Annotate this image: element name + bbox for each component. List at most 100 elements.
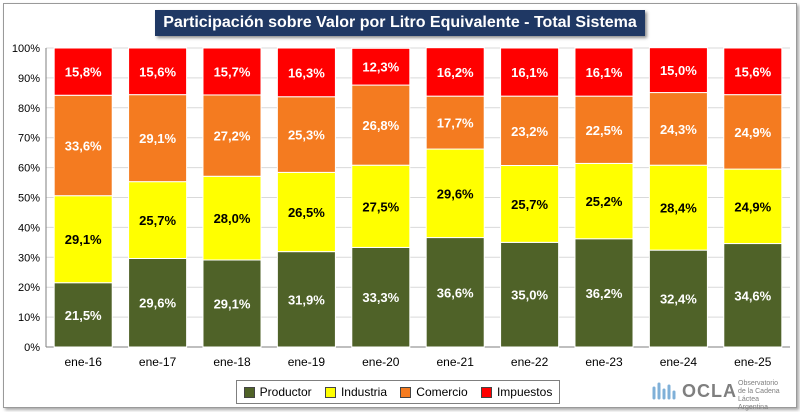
data-label: 25,7% [139,213,176,228]
y-tick-label: 60% [18,163,40,175]
y-tick-label: 80% [18,103,40,115]
bar-segment [723,243,783,348]
data-label: 35,0% [511,288,548,303]
y-tick-label: 0% [24,342,40,354]
legend-item-comercio: Comercio [400,385,468,399]
bar-segment [500,165,560,243]
bar-segment [723,168,783,245]
data-label: 24,3% [660,122,697,137]
data-label: 24,9% [734,125,771,140]
data-label: 27,2% [214,129,251,144]
bar-segment [500,47,560,97]
bar-segment [425,237,485,348]
bar-segment [53,282,113,348]
x-tick-label: ene-20 [362,355,400,369]
data-label: 25,3% [288,128,325,143]
bar-segment [574,47,634,97]
x-tick-label: ene-21 [437,355,475,369]
data-label: 24,9% [734,199,771,214]
x-tick-label: ene-16 [65,355,103,369]
logo-subtitle-line: de la Cadena Láctea [738,388,780,403]
data-label: 29,1% [214,296,251,311]
bar-segment [202,47,262,96]
data-label: 33,6% [65,138,102,153]
ocla-logo: OCLA Observatorio de la Cadena Láctea Ar… [652,377,792,411]
data-label: 16,1% [586,65,623,80]
data-label: 12,3% [362,60,399,75]
data-label: 26,5% [288,205,325,220]
bar-segment [53,47,113,96]
bar-segment [574,95,634,164]
x-tick-label: ene-24 [660,355,698,369]
bar-segment [128,47,188,96]
bar-segment [276,47,336,98]
bar-segment [351,246,411,348]
bar-segment [53,94,113,197]
x-tick-label: ene-17 [139,355,177,369]
logo-subtitle-line: Observatorio [738,380,779,387]
bar-segment [53,195,113,284]
chart-title: Participación sobre Valor por Litro Equi… [163,14,637,31]
bar-segment [500,95,560,167]
data-label: 28,4% [660,201,697,216]
bars: 21,5% 29,1% 33,6% 15,8% 29,6% 25,7% 29,1% 15,6%… [53,47,783,348]
data-label: 16,3% [288,65,325,80]
bar-segment [276,171,336,253]
data-label: 27,5% [362,199,399,214]
data-label: 36,2% [586,286,623,301]
logo-subtitle-line: Argentina [738,404,768,411]
y-tick-label: 10% [18,312,40,324]
x-tick-label: ene-25 [734,355,772,369]
chart-title-box: Participación sobre Valor por Litro Equi… [155,10,645,36]
data-label: 17,7% [437,116,474,131]
legend-label-comercio: Comercio [416,385,468,399]
bar-segment [202,94,262,177]
data-label: 16,2% [437,65,474,80]
bar-segment [202,259,262,348]
data-label: 16,1% [511,65,548,80]
legend-item-industria: Industria [324,385,387,399]
legend-swatch-impuestos [480,386,492,398]
bar-segment [723,47,783,96]
bar-segment [202,175,262,261]
x-tick-label: ene-23 [585,355,623,369]
bar-segment [128,257,188,348]
x-tick-label: ene-19 [288,355,326,369]
x-axis-ticks: ene-16 ene-17 ene-18 ene-19 ene-20 ene-21 ene-… [65,355,772,369]
data-label: 23,2% [511,124,548,139]
data-label: 15,7% [214,64,251,79]
bar-segment [425,95,485,150]
data-label: 26,8% [362,118,399,133]
bar-segment [276,96,336,173]
y-tick-label: 20% [18,282,40,294]
y-axis-ticks: 0% 10% 20% 30% 40% 50% 60% 70% 80% 90% 100% [12,43,40,354]
bar-segment [574,238,634,348]
data-label: 29,6% [437,186,474,201]
y-tick-label: 90% [18,73,40,85]
legend-swatch-industria [324,386,336,398]
y-tick-label: 100% [12,43,40,55]
y-tick-label: 40% [18,222,40,234]
legend-swatch-productor [243,386,255,398]
data-label: 22,5% [586,123,623,138]
bar-segment [723,94,783,170]
data-label: 29,1% [65,232,102,247]
legend-label-impuestos: Impuestos [496,385,553,399]
data-label: 25,7% [511,197,548,212]
legend-label-industria: Industria [340,385,387,399]
data-label: 36,6% [437,285,474,300]
x-tick-label: ene-18 [213,355,251,369]
legend: Productor Industria Comercio Impuestos [236,380,560,404]
data-label: 29,1% [139,131,176,146]
data-label: 29,6% [139,296,176,311]
bar-segment [351,47,411,86]
y-tick-label: 70% [18,133,40,145]
data-label: 34,6% [734,288,771,303]
bar-segment [425,47,485,97]
bar-segment [128,181,188,259]
logo-subtitle: Observatorio de la Cadena Láctea Argenti… [738,380,798,412]
data-label: 33,3% [362,290,399,305]
legend-item-productor: Productor [243,385,312,399]
data-label: 15,6% [734,64,771,79]
data-label: 28,0% [214,211,251,226]
